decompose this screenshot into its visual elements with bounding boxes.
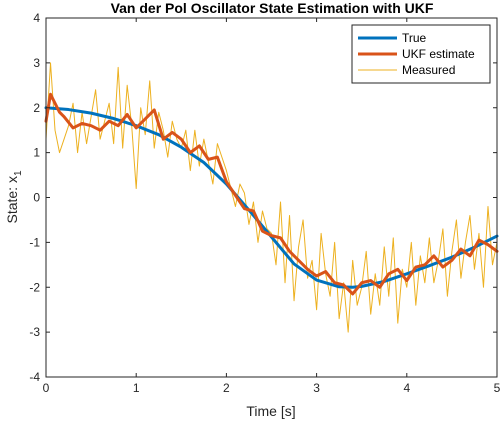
y-tick-label: -3 (29, 325, 40, 339)
x-tick-label: 5 (494, 381, 501, 395)
y-tick-label: 3 (33, 56, 40, 70)
y-axis-label-subscript: 1 (13, 170, 24, 176)
y-tick-label: 2 (33, 101, 40, 115)
y-tick-label: 0 (33, 191, 40, 205)
y-tick-label: -4 (29, 370, 40, 384)
legend-label-ukf-estimate: UKF estimate (402, 47, 475, 61)
x-tick-label: 3 (313, 381, 320, 395)
legend-label-measured: Measured (402, 63, 455, 77)
y-axis-label: State: x1 (4, 170, 24, 223)
series-line-true (44, 106, 499, 289)
series-line-ukf-estimate (44, 92, 499, 296)
chart-title: Van der Pol Oscillator State Estimation … (111, 0, 434, 16)
y-ticks: -4 -3 -2 -1 0 1 2 3 4 (29, 11, 497, 384)
legend: True UKF estimate Measured (351, 24, 491, 84)
x-tick-label: 2 (223, 381, 230, 395)
legend-label-true: True (402, 31, 427, 45)
y-tick-label: 1 (33, 146, 40, 160)
y-tick-label: -1 (29, 235, 40, 249)
x-ticks: 0 1 2 3 4 5 (43, 18, 501, 395)
y-tick-label: -2 (29, 280, 40, 294)
x-tick-label: 4 (403, 381, 410, 395)
x-axis-label: Time [s] (246, 403, 295, 419)
x-tick-label: 0 (43, 381, 50, 395)
y-tick-label: 4 (33, 11, 40, 25)
y-axis-label-text: State: x (4, 176, 20, 223)
x-tick-label: 1 (133, 381, 140, 395)
series-layer (44, 62, 499, 333)
